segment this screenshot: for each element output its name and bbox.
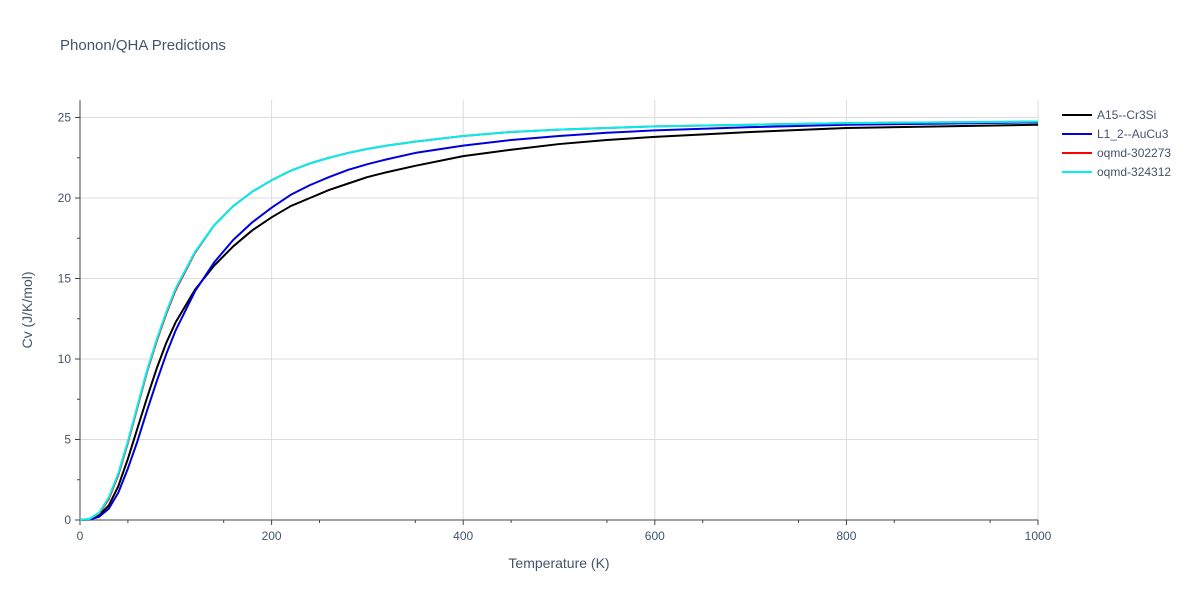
x-tick-label: 400 xyxy=(453,529,473,543)
x-tick-label: 1000 xyxy=(1025,529,1052,543)
x-tick-label: 200 xyxy=(262,529,282,543)
y-tick-label: 10 xyxy=(58,352,72,366)
x-tick-label: 600 xyxy=(645,529,665,543)
grid xyxy=(80,100,1039,520)
legend-item[interactable]: oqmd-302273 xyxy=(1062,146,1171,160)
series-line-4 xyxy=(79,120,1039,521)
x-axis-title: Temperature (K) xyxy=(508,555,609,571)
legend-label: oqmd-302273 xyxy=(1097,146,1171,160)
y-tick-label: 15 xyxy=(58,272,72,286)
x-tick-label: 800 xyxy=(836,529,856,543)
series-line-3 xyxy=(79,120,1039,521)
series-line-1 xyxy=(79,123,1039,521)
plot-area xyxy=(79,120,1039,521)
legend-item[interactable]: L1_2--AuCu3 xyxy=(1062,127,1169,141)
y-tick-label: 0 xyxy=(64,513,71,527)
axes: 0 200 400 600 800 1000 0 5 10 15 20 25 xyxy=(58,100,1052,543)
x-tick-label: 0 xyxy=(77,529,84,543)
legend-label: oqmd-324312 xyxy=(1097,165,1171,179)
legend: A15--Cr3Si L1_2--AuCu3 oqmd-302273 oqmd-324… xyxy=(1062,108,1171,179)
y-tick-label: 20 xyxy=(58,191,72,205)
legend-item[interactable]: oqmd-324312 xyxy=(1062,165,1171,179)
y-tick-label: 5 xyxy=(64,433,71,447)
legend-label: L1_2--AuCu3 xyxy=(1097,127,1169,141)
legend-label: A15--Cr3Si xyxy=(1097,108,1156,122)
chart-title: Phonon/QHA Predictions xyxy=(60,37,226,54)
legend-item[interactable]: A15--Cr3Si xyxy=(1062,108,1156,122)
series-line-2 xyxy=(79,121,1039,521)
y-tick-label: 25 xyxy=(58,111,72,125)
y-axis-title: Cv (J/K/mol) xyxy=(19,272,35,349)
